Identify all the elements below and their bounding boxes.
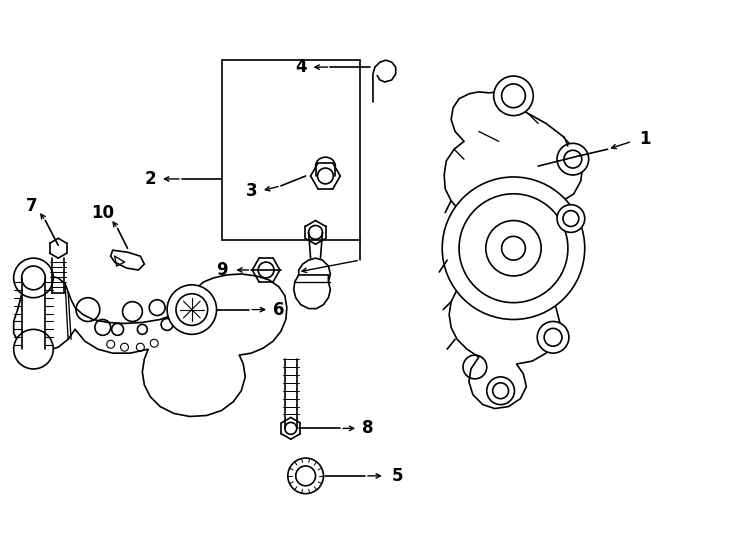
Text: 1: 1: [639, 130, 651, 148]
Circle shape: [14, 258, 54, 298]
Circle shape: [557, 205, 585, 232]
Circle shape: [167, 285, 217, 334]
Text: 2: 2: [145, 170, 156, 188]
Text: 4: 4: [295, 58, 307, 76]
Text: 5: 5: [392, 467, 404, 485]
Polygon shape: [444, 85, 583, 409]
Circle shape: [557, 143, 589, 175]
Polygon shape: [294, 275, 330, 308]
Circle shape: [487, 377, 515, 404]
Text: 3: 3: [245, 182, 257, 200]
Text: 8: 8: [363, 420, 374, 437]
Polygon shape: [111, 250, 145, 270]
Text: 7: 7: [26, 197, 37, 215]
Circle shape: [14, 329, 54, 369]
Text: 10: 10: [91, 204, 115, 221]
Text: 6: 6: [273, 301, 285, 319]
Polygon shape: [14, 274, 287, 416]
Circle shape: [442, 177, 585, 320]
Text: 9: 9: [216, 261, 228, 279]
Polygon shape: [299, 258, 330, 289]
Circle shape: [537, 321, 569, 353]
Circle shape: [494, 76, 534, 116]
